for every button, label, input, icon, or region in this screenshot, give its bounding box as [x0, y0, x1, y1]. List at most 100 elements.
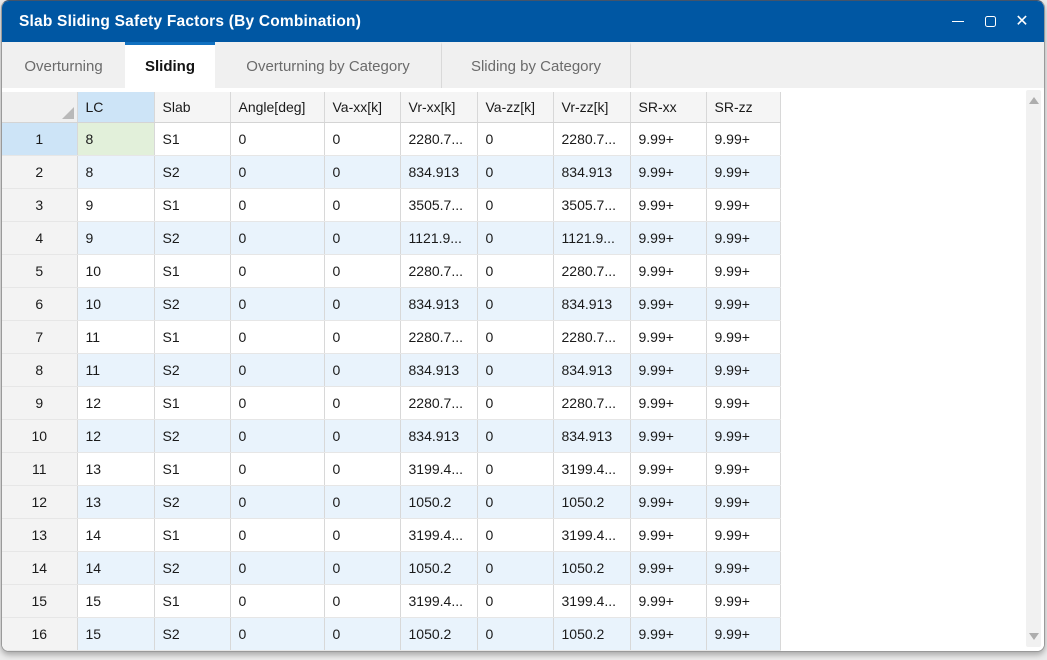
cell-va-zz-k[interactable]: 0: [477, 419, 554, 453]
cell-va-zz-k[interactable]: 0: [477, 221, 554, 255]
cell-va-zz-k[interactable]: 0: [477, 584, 554, 618]
cell-lc[interactable]: 14: [77, 518, 155, 552]
cell-sr-zz[interactable]: 9.99+: [706, 254, 781, 288]
cell-sr-zz[interactable]: 9.99+: [706, 155, 781, 189]
tab-sliding[interactable]: Sliding: [125, 42, 215, 88]
row-header[interactable]: 15: [2, 584, 78, 618]
cell-va-zz-k[interactable]: 0: [477, 122, 554, 156]
cell-angle-deg[interactable]: 0: [230, 320, 325, 354]
cell-va-zz-k[interactable]: 0: [477, 254, 554, 288]
cell-slab[interactable]: S2: [154, 353, 231, 387]
cell-va-zz-k[interactable]: 0: [477, 485, 554, 519]
cell-sr-zz[interactable]: 9.99+: [706, 353, 781, 387]
row-header[interactable]: 5: [2, 254, 78, 288]
row-header[interactable]: 14: [2, 551, 78, 585]
cell-angle-deg[interactable]: 0: [230, 419, 325, 453]
cell-vr-xx-k[interactable]: 834.913: [400, 287, 478, 321]
cell-sr-xx[interactable]: 9.99+: [630, 419, 707, 453]
cell-sr-xx[interactable]: 9.99+: [630, 485, 707, 519]
row-header[interactable]: 1: [2, 122, 78, 156]
cell-lc[interactable]: 10: [77, 287, 155, 321]
cell-va-zz-k[interactable]: 0: [477, 320, 554, 354]
cell-vr-xx-k[interactable]: 3199.4...: [400, 584, 478, 618]
cell-lc[interactable]: 12: [77, 419, 155, 453]
cell-vr-zz-k[interactable]: 2280.7...: [553, 254, 631, 288]
cell-slab[interactable]: S2: [154, 221, 231, 255]
cell-slab[interactable]: S2: [154, 485, 231, 519]
column-header-slab[interactable]: Slab: [154, 92, 231, 123]
row-header[interactable]: 13: [2, 518, 78, 552]
cell-va-xx-k[interactable]: 0: [324, 122, 401, 156]
cell-vr-zz-k[interactable]: 2280.7...: [553, 320, 631, 354]
cell-va-zz-k[interactable]: 0: [477, 452, 554, 486]
cell-vr-xx-k[interactable]: 834.913: [400, 353, 478, 387]
cell-sr-zz[interactable]: 9.99+: [706, 122, 781, 156]
cell-vr-xx-k[interactable]: 3199.4...: [400, 518, 478, 552]
cell-slab[interactable]: S1: [154, 254, 231, 288]
cell-vr-xx-k[interactable]: 1050.2: [400, 617, 478, 651]
cell-sr-xx[interactable]: 9.99+: [630, 584, 707, 618]
cell-va-xx-k[interactable]: 0: [324, 452, 401, 486]
cell-angle-deg[interactable]: 0: [230, 122, 325, 156]
cell-lc[interactable]: 10: [77, 254, 155, 288]
column-header-vr-xx-k[interactable]: Vr-xx[k]: [400, 92, 478, 123]
row-header[interactable]: 3: [2, 188, 78, 222]
cell-slab[interactable]: S1: [154, 584, 231, 618]
cell-sr-xx[interactable]: 9.99+: [630, 155, 707, 189]
cell-sr-xx[interactable]: 9.99+: [630, 188, 707, 222]
scroll-up-arrow-icon[interactable]: [1028, 97, 1039, 104]
cell-sr-xx[interactable]: 9.99+: [630, 287, 707, 321]
cell-va-xx-k[interactable]: 0: [324, 485, 401, 519]
cell-va-xx-k[interactable]: 0: [324, 320, 401, 354]
column-header-vr-zz-k[interactable]: Vr-zz[k]: [553, 92, 631, 123]
cell-sr-xx[interactable]: 9.99+: [630, 254, 707, 288]
cell-sr-zz[interactable]: 9.99+: [706, 485, 781, 519]
cell-angle-deg[interactable]: 0: [230, 188, 325, 222]
tab-sliding-by-category[interactable]: Sliding by Category: [442, 42, 631, 88]
cell-sr-xx[interactable]: 9.99+: [630, 452, 707, 486]
cell-vr-zz-k[interactable]: 834.913: [553, 287, 631, 321]
cell-sr-xx[interactable]: 9.99+: [630, 122, 707, 156]
cell-sr-zz[interactable]: 9.99+: [706, 551, 781, 585]
cell-slab[interactable]: S1: [154, 188, 231, 222]
cell-angle-deg[interactable]: 0: [230, 221, 325, 255]
row-header[interactable]: 2: [2, 155, 78, 189]
cell-angle-deg[interactable]: 0: [230, 254, 325, 288]
cell-angle-deg[interactable]: 0: [230, 287, 325, 321]
cell-lc[interactable]: 12: [77, 386, 155, 420]
cell-vr-xx-k[interactable]: 2280.7...: [400, 122, 478, 156]
cell-vr-xx-k[interactable]: 1050.2: [400, 551, 478, 585]
cell-va-xx-k[interactable]: 0: [324, 188, 401, 222]
row-header[interactable]: 12: [2, 485, 78, 519]
row-header[interactable]: 9: [2, 386, 78, 420]
row-header[interactable]: 16: [2, 617, 78, 651]
cell-va-zz-k[interactable]: 0: [477, 551, 554, 585]
cell-slab[interactable]: S2: [154, 551, 231, 585]
cell-va-xx-k[interactable]: 0: [324, 353, 401, 387]
cell-sr-zz[interactable]: 9.99+: [706, 452, 781, 486]
row-header[interactable]: 8: [2, 353, 78, 387]
cell-sr-xx[interactable]: 9.99+: [630, 320, 707, 354]
cell-angle-deg[interactable]: 0: [230, 452, 325, 486]
cell-va-zz-k[interactable]: 0: [477, 188, 554, 222]
cell-va-xx-k[interactable]: 0: [324, 254, 401, 288]
cell-angle-deg[interactable]: 0: [230, 353, 325, 387]
cell-lc[interactable]: 15: [77, 617, 155, 651]
cell-sr-zz[interactable]: 9.99+: [706, 584, 781, 618]
cell-vr-xx-k[interactable]: 1050.2: [400, 485, 478, 519]
cell-vr-xx-k[interactable]: 2280.7...: [400, 386, 478, 420]
cell-slab[interactable]: S2: [154, 287, 231, 321]
cell-vr-zz-k[interactable]: 2280.7...: [553, 122, 631, 156]
tab-overturning[interactable]: Overturning: [24, 58, 103, 75]
column-header-lc[interactable]: LC: [77, 92, 155, 123]
cell-angle-deg[interactable]: 0: [230, 617, 325, 651]
cell-lc[interactable]: 11: [77, 320, 155, 354]
cell-angle-deg[interactable]: 0: [230, 155, 325, 189]
cell-angle-deg[interactable]: 0: [230, 485, 325, 519]
cell-va-xx-k[interactable]: 0: [324, 551, 401, 585]
cell-slab[interactable]: S2: [154, 617, 231, 651]
cell-va-xx-k[interactable]: 0: [324, 221, 401, 255]
cell-sr-zz[interactable]: 9.99+: [706, 617, 781, 651]
cell-va-xx-k[interactable]: 0: [324, 584, 401, 618]
cell-va-xx-k[interactable]: 0: [324, 155, 401, 189]
